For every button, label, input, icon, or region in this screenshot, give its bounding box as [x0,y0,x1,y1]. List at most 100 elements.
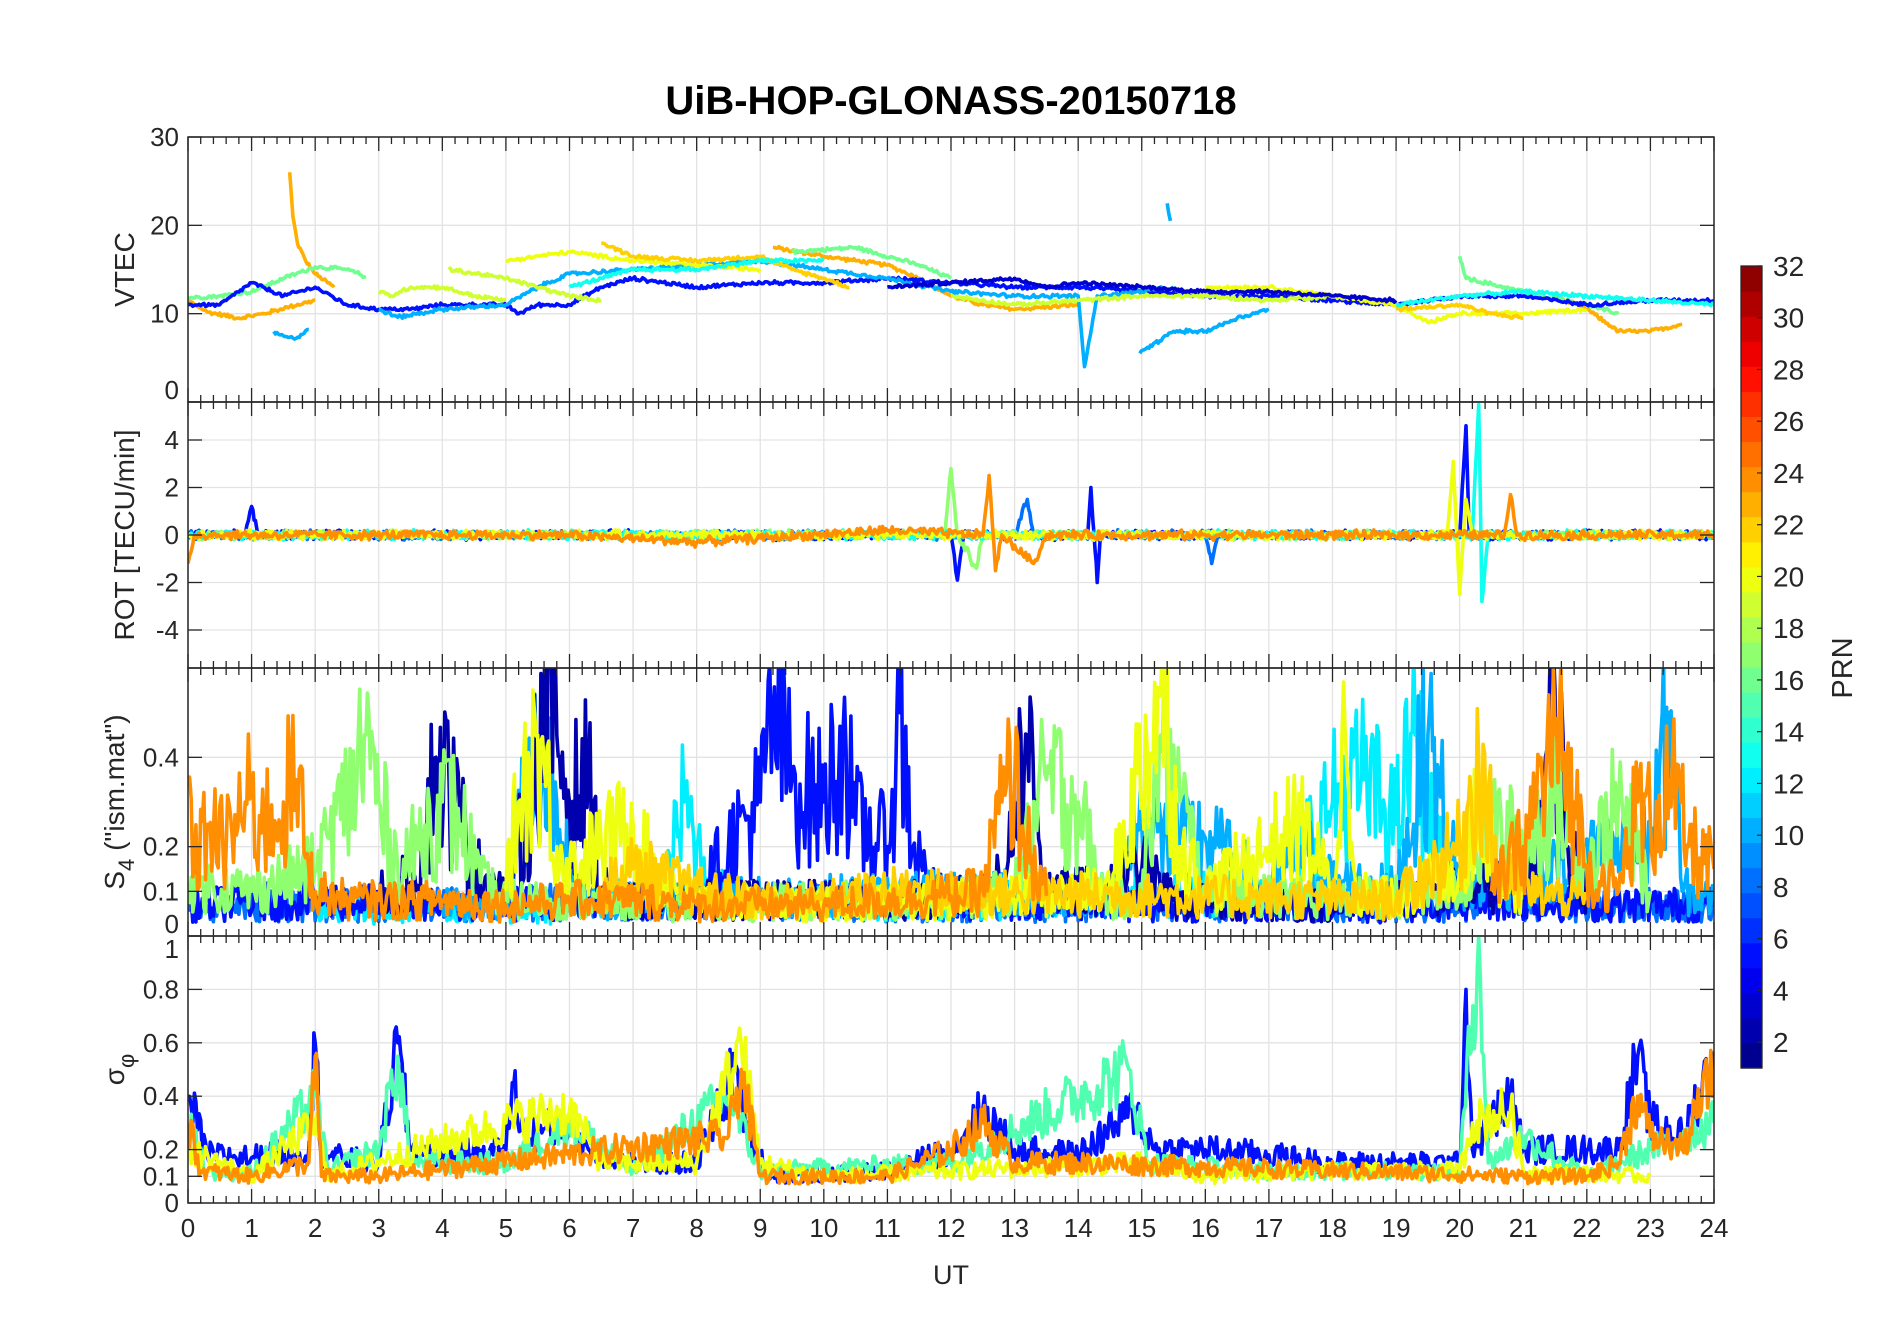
y-axis-label-s4: S4 ("ism.mat") [99,714,139,889]
y-tick-label: 0 [165,909,179,939]
colorbar-level [1741,917,1762,944]
x-tick-label: 19 [1382,1213,1411,1243]
y-tick-label: -4 [156,615,179,645]
x-tick-label: 21 [1509,1213,1538,1243]
series-line-prn-24 [188,473,1714,573]
colorbar-tick-label: 4 [1773,975,1789,1006]
series-group [188,668,1714,926]
y-axis-label-rest: ("ism.mat") [99,714,130,858]
colorbar-level [1741,391,1762,417]
y-axis-label-main: VTEC [109,232,140,307]
colorbar-level [1741,616,1762,643]
y-axis-label-main: σ [99,1068,130,1085]
y-axis-label-vtec: VTEC [109,232,140,307]
y-tick-label: 0.6 [143,1028,179,1058]
colorbar-level [1741,842,1762,869]
panel-rot: -4 -2 0 2 4 ROT [TECU/min] [109,401,1715,669]
series-line-prn-23 [188,298,316,321]
colorbar-level [1741,817,1762,844]
colorbar-tick-label: 22 [1773,510,1804,541]
series-line-prn-16 [188,264,367,301]
colorbar-frame [1740,265,1763,1069]
y-axis-label-sigma_phi: σφ [99,1054,139,1086]
x-tick-label: 14 [1064,1213,1093,1243]
series-group [188,402,1714,604]
x-tick-label: 10 [809,1213,838,1243]
y-ticks [188,439,1714,631]
panel-vtec: 0 10 20 30 VTEC [109,122,1715,405]
colorbar-level [1741,641,1762,668]
y-axis-label-sub: 4 [114,859,139,871]
x-tick-label: 6 [562,1213,576,1243]
y-axis-label-rot: ROT [TECU/min] [109,429,140,640]
colorbar-level [1741,892,1762,919]
y-tick-label: 0 [165,375,179,405]
y-tick-label: 10 [150,299,179,329]
series-line-prn-19 [377,284,507,303]
colorbar-level [1741,366,1762,392]
colorbar-level [1741,992,1762,1019]
colorbar-tick-label: 32 [1773,251,1804,282]
colorbar-tick-label: 20 [1773,561,1804,592]
y-tick-label: 0.1 [143,1161,179,1191]
y-tick-label: 1 [165,934,179,964]
colorbar-level [1741,667,1762,693]
x-tick-label: 23 [1636,1213,1665,1243]
series-line-prn-22 [599,706,1589,922]
y-tick-label: 0 [165,1188,179,1218]
series-line-prn-10 [1165,203,1173,222]
colorbar-level [1741,416,1762,443]
x-tick-label: 20 [1445,1213,1474,1243]
colorbar-level [1741,566,1762,593]
y-tick-label: 20 [150,210,179,240]
series-line-prn-16 [790,244,953,280]
x-tick-label: 17 [1254,1213,1283,1243]
y-tick-label: 0.8 [143,974,179,1004]
colorbar-tick-label: 26 [1773,406,1804,437]
colorbar-level [1741,792,1762,818]
colorbar-level [1741,291,1762,317]
colorbar-level [1741,767,1762,793]
series-line-prn-19 [447,266,602,304]
y-ticks [188,935,1714,1204]
colorbar-level [1741,591,1762,618]
series-group [188,172,1714,369]
colorbar-tick-label: 10 [1773,820,1804,851]
x-tick-label: 15 [1127,1213,1156,1243]
y-tick-label: 2 [165,473,179,503]
y-tick-label: 0.1 [143,876,179,906]
colorbar-level [1741,867,1762,894]
y-tick-label: 4 [165,425,179,455]
x-ticks [187,668,1715,936]
x-axis-label: UT [933,1260,969,1290]
x-tick-label: 18 [1318,1213,1347,1243]
grid-lines [187,136,1715,403]
y-axis-label-sub: φ [114,1054,139,1068]
colorbar-level [1741,942,1762,969]
colorbar-level [1741,491,1762,518]
series-line-prn-22 [601,241,850,290]
y-tick-label: 0 [165,520,179,550]
y-tick-label: 0.2 [143,832,179,862]
colorbar-tick-label: 18 [1773,613,1804,644]
colorbar-tick-label: 8 [1773,872,1789,903]
x-tick-label: 0 [181,1213,195,1243]
x-tick-label: 1 [244,1213,258,1243]
colorbar-level [1741,341,1762,367]
series-line-prn-19 [950,292,1334,308]
y-axis-label-main: S [99,871,130,890]
x-tick-label: 8 [689,1213,703,1243]
y-axis-label-main: ROT [TECU/min] [109,429,140,640]
series-line-prn-10 [1138,307,1270,355]
colorbar-level [1741,516,1762,543]
x-tick-label: 12 [937,1213,966,1243]
x-ticks [187,137,1715,402]
colorbar-tick-label: 6 [1773,924,1789,955]
colorbar-level [1741,316,1762,342]
colorbar-level [1741,692,1762,718]
x-tick-label: 22 [1572,1213,1601,1243]
x-tick-label: 11 [874,1213,901,1243]
